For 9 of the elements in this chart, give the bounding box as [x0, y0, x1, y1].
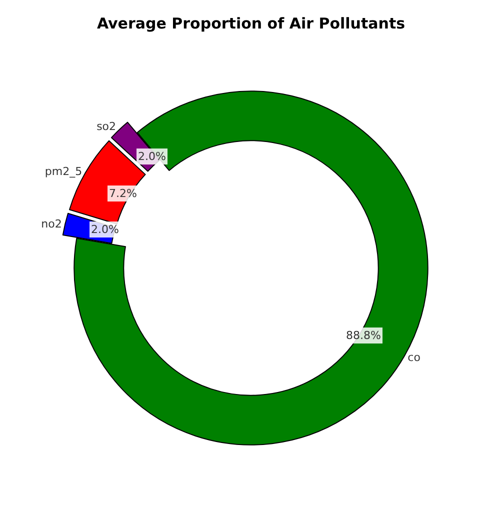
chart-title: Average Proportion of Air Pollutants	[96, 14, 406, 33]
slice-label: co	[408, 351, 421, 364]
slice-label: so2	[96, 120, 116, 133]
slice-label: pm2_5	[44, 164, 82, 178]
data-label: 7.2%	[109, 187, 137, 200]
data-label: 88.8%	[346, 329, 381, 342]
data-label: 2.0%	[91, 223, 119, 236]
data-label: 2.0%	[138, 150, 166, 163]
slice-label: no2	[41, 217, 62, 230]
